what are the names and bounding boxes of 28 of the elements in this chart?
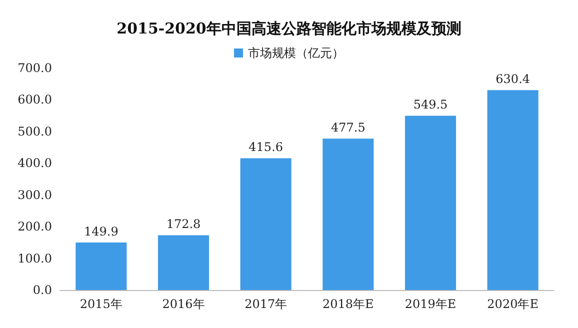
- y-tick-label: 500.0: [18, 124, 52, 138]
- bar: [158, 235, 210, 290]
- x-tick-label: 2017年: [244, 297, 288, 311]
- x-tick-label: 2019年E: [404, 297, 456, 311]
- x-tick-label: 2016年: [162, 297, 205, 311]
- x-tick-label: 2015年: [80, 297, 122, 311]
- chart-title: 2015-2020年中国高速公路智能化市场规模及预测: [116, 20, 462, 38]
- data-label: 172.8: [166, 217, 201, 232]
- y-tick-label: 100.0: [18, 251, 52, 266]
- bar: [240, 158, 292, 290]
- x-tick-label: 2018年E: [322, 297, 374, 311]
- x-tick-label: 2020年E: [487, 297, 538, 311]
- bar: [76, 242, 127, 290]
- y-tick-label: 600.0: [18, 92, 52, 107]
- data-label: 549.5: [413, 98, 448, 112]
- y-tick-label: 300.0: [18, 188, 52, 202]
- bar: [487, 90, 538, 290]
- y-tick-label: 400.0: [18, 156, 52, 170]
- legend-label: 市场规模（亿元）: [248, 46, 344, 60]
- data-label: 415.6: [248, 140, 284, 154]
- data-label: 477.5: [330, 120, 366, 135]
- bar: [322, 138, 374, 290]
- data-label: 630.4: [496, 72, 530, 86]
- y-tick-label: 0.0: [32, 283, 52, 297]
- y-tick-label: 200.0: [18, 220, 52, 234]
- bar: [404, 116, 456, 290]
- y-tick-label: 700.0: [18, 61, 52, 75]
- data-label: 149.9: [84, 224, 118, 238]
